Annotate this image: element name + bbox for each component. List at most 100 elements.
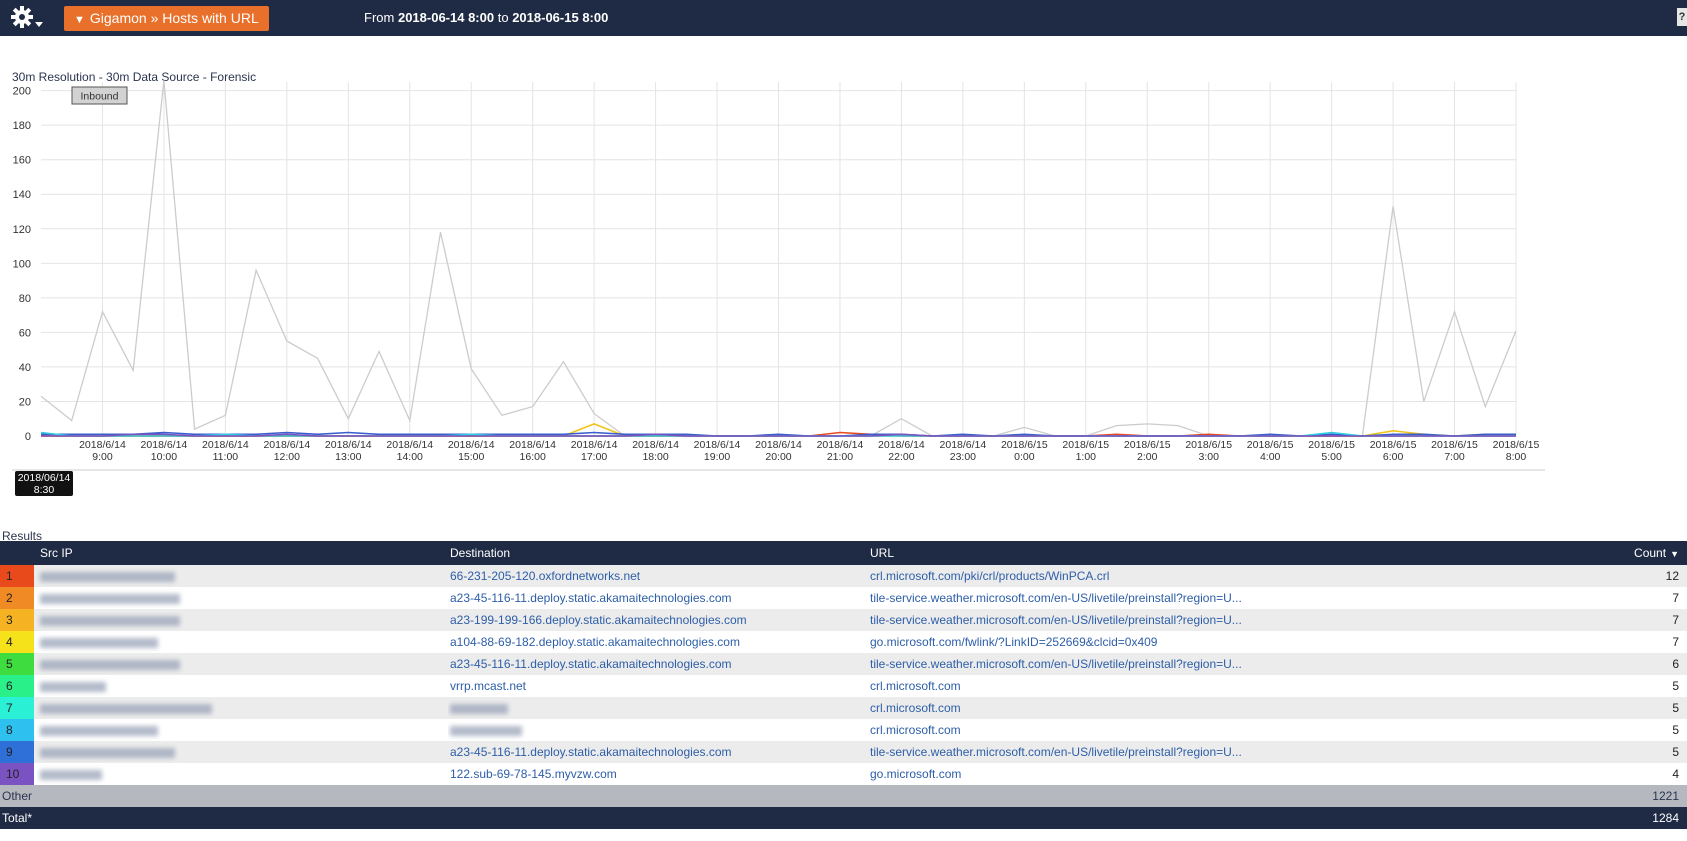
url-cell[interactable]: crl.microsoft.com [864, 675, 1584, 697]
count-header[interactable]: Count ▼ [1584, 541, 1687, 565]
other-row: Other 1221 [0, 785, 1687, 807]
redacted-src-ip [40, 637, 158, 648]
x-tick-date: 2018/6/15 [1062, 439, 1109, 451]
url-cell[interactable]: tile-service.weather.microsoft.com/en-US… [864, 587, 1584, 609]
url-link[interactable]: go.microsoft.com/fwlink/?LinkID=252669&c… [870, 635, 1158, 649]
rank-cell: 6 [0, 675, 34, 697]
range-start: 2018-06-14 8:00 [397, 10, 495, 25]
url-cell[interactable]: tile-service.weather.microsoft.com/en-US… [864, 741, 1584, 763]
count-cell: 6 [1584, 653, 1687, 675]
y-tick-label: 180 [13, 120, 31, 132]
x-tick-date: 2018/6/15 [1431, 439, 1478, 451]
x-tick-date: 2018/6/14 [202, 439, 249, 451]
rank-number: 1 [6, 569, 13, 583]
destination-link[interactable]: a23-199-199-166.deploy.static.akamaitech… [450, 613, 747, 627]
table-row[interactable]: 4 a104-88-69-182.deploy.static.akamaitech… [0, 631, 1687, 653]
src-ip-cell [34, 587, 448, 609]
total-count: 1284 [1584, 807, 1687, 829]
destination-cell[interactable]: 66-231-205-120.oxfordnetworks.net [448, 565, 864, 587]
x-tick-date: 2018/6/14 [694, 439, 741, 451]
url-cell[interactable]: crl.microsoft.com [864, 697, 1584, 719]
series-line [41, 433, 1516, 437]
destination-header[interactable]: Destination [448, 541, 864, 565]
table-row[interactable]: 2 a23-45-116-11.deploy.static.akamaitechn… [0, 587, 1687, 609]
destination-link[interactable]: vrrp.mcast.net [450, 679, 527, 693]
redacted-src-ip [40, 769, 102, 780]
series-lines [40, 80, 1517, 437]
destination-link[interactable]: 66-231-205-120.oxfordnetworks.net [450, 569, 641, 583]
url-link[interactable]: crl.microsoft.com/pki/crl/products/WinPC… [870, 569, 1110, 583]
rank-number: 8 [6, 723, 13, 737]
x-tick-time: 23:00 [950, 451, 976, 463]
x-tick-date: 2018/6/14 [632, 439, 679, 451]
url-link[interactable]: tile-service.weather.microsoft.com/en-US… [870, 657, 1242, 671]
url-cell[interactable]: go.microsoft.com/fwlink/?LinkID=252669&c… [864, 631, 1584, 653]
rank-cell: 8 [0, 719, 34, 741]
inbound-label: Inbound [81, 91, 119, 103]
help-button[interactable]: ? [1677, 8, 1687, 26]
destination-link[interactable]: 122.sub-69-78-145.myvzw.com [450, 767, 617, 781]
destination-cell[interactable]: vrrp.mcast.net [448, 675, 864, 697]
redacted-destination [450, 703, 508, 714]
x-tick-date: 2018/6/15 [1001, 439, 1048, 451]
url-link[interactable]: crl.microsoft.com [870, 701, 961, 715]
table-row[interactable]: 9 a23-45-116-11.deploy.static.akamaitechn… [0, 741, 1687, 763]
destination-cell[interactable]: a104-88-69-182.deploy.static.akamaitechn… [448, 631, 864, 653]
y-tick-label: 80 [19, 293, 31, 305]
destination-cell[interactable]: a23-45-116-11.deploy.static.akamaitechno… [448, 587, 864, 609]
url-cell[interactable]: crl.microsoft.com/pki/crl/products/WinPC… [864, 565, 1584, 587]
redacted-src-ip [40, 703, 212, 714]
destination-cell[interactable]: a23-45-116-11.deploy.static.akamaitechno… [448, 741, 864, 763]
destination-cell[interactable]: a23-199-199-166.deploy.static.akamaitech… [448, 609, 864, 631]
gear-menu-icon[interactable] [8, 5, 44, 31]
table-row[interactable]: 8 crl.microsoft.com 5 [0, 719, 1687, 741]
redacted-src-ip [40, 725, 158, 736]
url-cell[interactable]: tile-service.weather.microsoft.com/en-US… [864, 609, 1584, 631]
report-title: Gigamon » Hosts with URL [89, 10, 259, 26]
table-header: Src IP Destination URL Count ▼ [0, 541, 1687, 565]
destination-cell[interactable]: 122.sub-69-78-145.myvzw.com [448, 763, 864, 785]
y-tick-label: 100 [13, 258, 31, 270]
x-tick-date: 2018/6/15 [1370, 439, 1417, 451]
src-ip-header[interactable]: Src IP [34, 541, 448, 565]
x-tick-date: 2018/6/14 [325, 439, 372, 451]
destination-link[interactable]: a23-45-116-11.deploy.static.akamaitechno… [450, 745, 732, 759]
x-tick-time: 11:00 [213, 451, 239, 463]
table-row[interactable]: 5 a23-45-116-11.deploy.static.akamaitechn… [0, 653, 1687, 675]
redacted-src-ip [40, 659, 180, 670]
src-ip-cell [34, 763, 448, 785]
url-cell[interactable]: go.microsoft.com [864, 763, 1584, 785]
url-link[interactable]: crl.microsoft.com [870, 679, 961, 693]
top-bar: ▼ Gigamon » Hosts with URL From 2018-06-1… [0, 0, 1687, 36]
series-line [41, 431, 1516, 437]
table-row[interactable]: 6 vrrp.mcast.net crl.microsoft.com 5 [0, 675, 1687, 697]
x-tick-time: 19:00 [704, 451, 730, 463]
url-link[interactable]: tile-service.weather.microsoft.com/en-US… [870, 613, 1242, 627]
url-link[interactable]: tile-service.weather.microsoft.com/en-US… [870, 591, 1242, 605]
table-row[interactable]: 3 a23-199-199-166.deploy.static.akamaitec… [0, 609, 1687, 631]
destination-link[interactable]: a23-45-116-11.deploy.static.akamaitechno… [450, 657, 732, 671]
url-link[interactable]: crl.microsoft.com [870, 723, 961, 737]
url-header[interactable]: URL [864, 541, 1584, 565]
destination-link[interactable]: a104-88-69-182.deploy.static.akamaitechn… [450, 635, 740, 649]
rank-cell: 9 [0, 741, 34, 763]
x-tick-time: 9:00 [92, 451, 113, 463]
rank-cell: 2 [0, 587, 34, 609]
table-row[interactable]: 7 crl.microsoft.com 5 [0, 697, 1687, 719]
count-cell: 5 [1584, 697, 1687, 719]
redacted-src-ip [40, 681, 106, 692]
report-title-button[interactable]: ▼ Gigamon » Hosts with URL [64, 6, 269, 31]
destination-link[interactable]: a23-45-116-11.deploy.static.akamaitechno… [450, 591, 732, 605]
x-tick-date: 2018/6/14 [386, 439, 433, 451]
redacted-src-ip [40, 571, 175, 582]
y-axis: 0 20 40 60 80 100 120 140 160 180 200 [13, 86, 31, 443]
url-cell[interactable]: tile-service.weather.microsoft.com/en-US… [864, 653, 1584, 675]
inbound-button[interactable]: Inbound [71, 86, 128, 105]
table-row[interactable]: 10 122.sub-69-78-145.myvzw.com go.microsof… [0, 763, 1687, 785]
url-link[interactable]: go.microsoft.com [870, 767, 962, 781]
url-link[interactable]: tile-service.weather.microsoft.com/en-US… [870, 745, 1242, 759]
destination-cell[interactable]: a23-45-116-11.deploy.static.akamaitechno… [448, 653, 864, 675]
x-tick-date: 2018/6/14 [878, 439, 925, 451]
url-cell[interactable]: crl.microsoft.com [864, 719, 1584, 741]
table-row[interactable]: 1 66-231-205-120.oxfordnetworks.net crl.mi… [0, 565, 1687, 587]
